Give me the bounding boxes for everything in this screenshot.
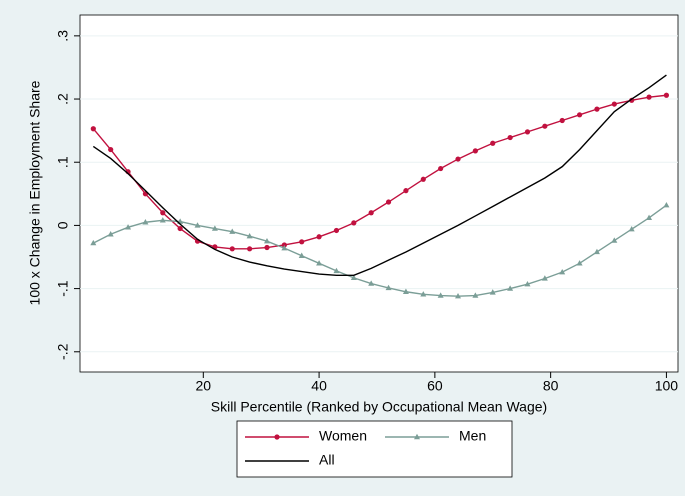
point [107, 231, 114, 237]
point [507, 285, 514, 291]
point [194, 222, 201, 228]
legend [236, 420, 513, 478]
point [559, 268, 566, 275]
point [593, 248, 600, 255]
legend-marker [274, 434, 280, 440]
point [524, 129, 531, 135]
point [281, 244, 288, 251]
point [594, 106, 600, 112]
point [159, 217, 166, 223]
plot-area [79, 14, 679, 373]
legend-label: Women [319, 428, 367, 444]
point [299, 239, 305, 245]
point [420, 176, 426, 182]
point [90, 126, 96, 132]
y-tick-label: -.2 [55, 343, 71, 360]
point [489, 289, 496, 295]
y-tick-label: .3 [55, 30, 71, 42]
point [472, 148, 478, 154]
x-tick-label: 100 [655, 378, 679, 394]
point [437, 292, 444, 298]
point [142, 219, 149, 225]
x-tick-label: 40 [311, 378, 327, 394]
point [663, 201, 670, 208]
legend-marker [414, 433, 420, 440]
point [351, 220, 357, 226]
legend-label: Men [459, 428, 486, 444]
point [611, 237, 618, 243]
point [420, 291, 427, 297]
point [368, 210, 374, 216]
point [333, 267, 340, 274]
point [263, 238, 270, 244]
point [576, 260, 583, 266]
point [350, 274, 357, 281]
point [438, 165, 444, 172]
point [472, 292, 479, 298]
point [333, 227, 340, 234]
x-tick-label: 20 [196, 378, 212, 394]
point [455, 156, 461, 162]
y-tick-label: .2 [55, 93, 71, 105]
x-tick-label: 60 [427, 378, 443, 394]
point [229, 228, 236, 234]
y-tick-label: 0 [55, 221, 71, 229]
point [160, 210, 166, 216]
line [92, 74, 667, 277]
point [490, 140, 496, 146]
point [246, 232, 253, 239]
point [385, 199, 392, 205]
point [298, 252, 305, 258]
point [229, 246, 235, 252]
point [177, 225, 183, 232]
point [247, 246, 253, 252]
point [211, 225, 218, 231]
x-axis-label: Skill Percentile (Ranked by Occupational… [211, 399, 547, 415]
point [90, 239, 97, 246]
point [628, 226, 635, 232]
point [541, 275, 548, 281]
line [92, 204, 667, 297]
point [316, 260, 323, 266]
point [368, 280, 375, 286]
line [92, 94, 667, 250]
point [663, 92, 670, 98]
point [403, 188, 409, 194]
point [524, 280, 531, 287]
y-axis-label: 100 x Change in Employment Share [27, 80, 43, 305]
y-tick-label: .1 [55, 156, 71, 168]
legend-label: All [319, 452, 335, 468]
x-tick-label: 80 [543, 378, 559, 394]
point [559, 117, 565, 124]
point [611, 101, 617, 107]
point [402, 288, 409, 294]
point [264, 244, 270, 251]
point [507, 134, 513, 141]
point [108, 146, 114, 153]
point [385, 284, 392, 291]
point [576, 112, 583, 118]
point [542, 123, 548, 129]
point [646, 214, 653, 221]
point [455, 292, 462, 299]
point [125, 224, 132, 230]
y-tick-label: -.1 [55, 280, 71, 297]
point [646, 94, 652, 100]
point [316, 234, 322, 240]
